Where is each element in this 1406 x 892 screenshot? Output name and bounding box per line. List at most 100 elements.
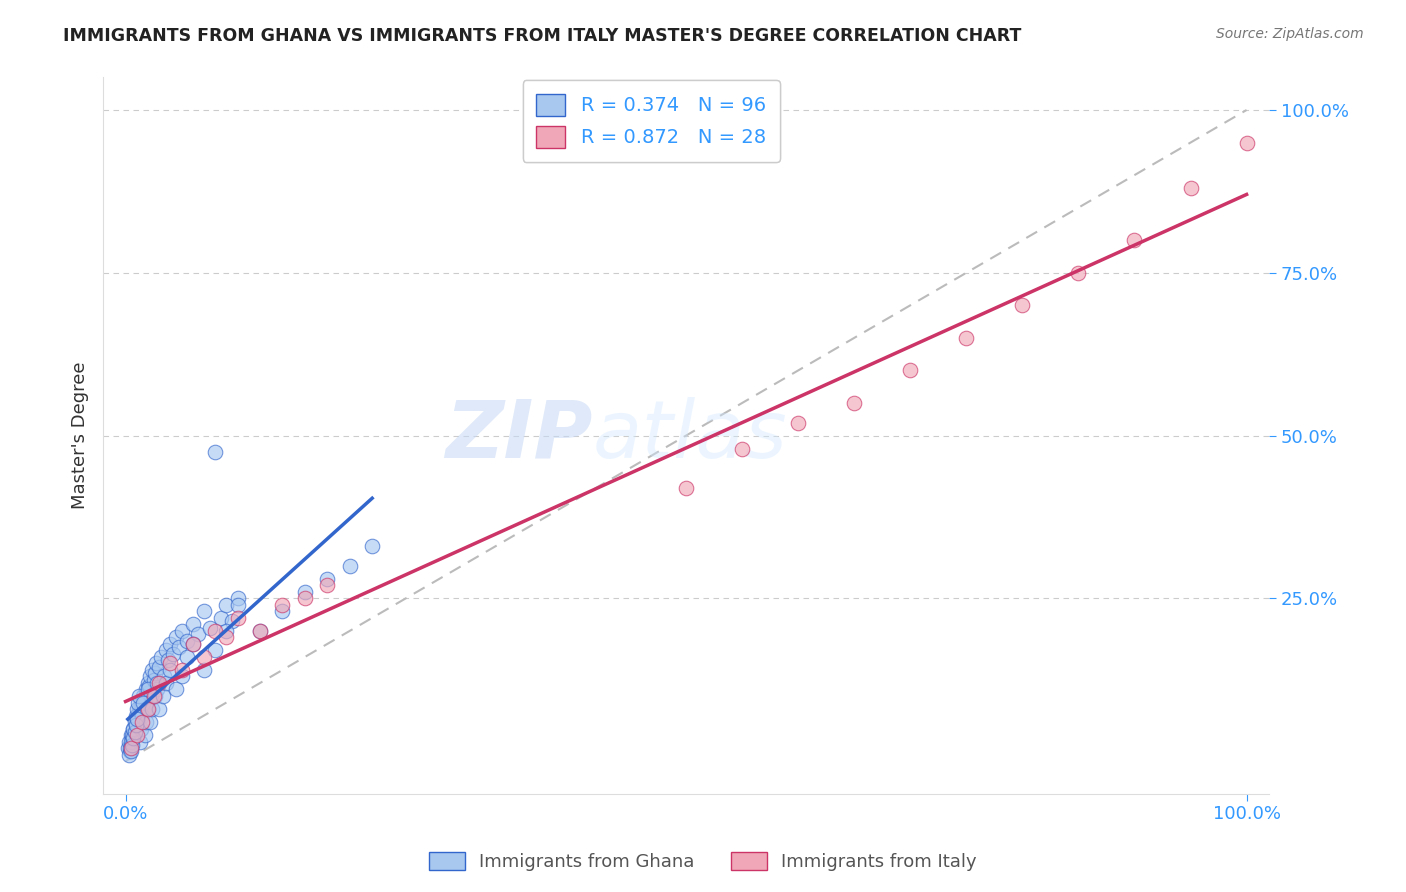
Point (118, 741, 141, 756)
Point (141, 702, 163, 716)
Point (148, 702, 170, 716)
Point (159, 637, 181, 651)
Point (146, 682, 169, 697)
Y-axis label: Master's Degree: Master's Degree (72, 362, 89, 509)
Point (787, 416, 810, 430)
Point (193, 604, 215, 618)
Point (249, 624, 271, 638)
Point (129, 722, 152, 736)
Point (226, 611, 249, 625)
Point (1067, 266, 1090, 280)
Point (294, 591, 316, 606)
Point (898, 363, 921, 377)
Point (181, 637, 204, 651)
Point (209, 611, 232, 625)
Point (162, 647, 184, 661)
Point (127, 712, 149, 726)
Point (339, 558, 361, 573)
Text: ZIP: ZIP (446, 397, 593, 475)
Point (125, 728, 148, 742)
Point (128, 689, 150, 703)
Point (226, 591, 249, 606)
Point (176, 633, 198, 648)
Point (135, 702, 157, 716)
Point (118, 734, 141, 748)
Point (170, 669, 193, 683)
Point (215, 631, 238, 645)
Point (731, 442, 754, 456)
Point (139, 714, 162, 729)
Point (1011, 298, 1033, 312)
Point (118, 744, 141, 758)
Point (170, 663, 193, 677)
Point (141, 663, 163, 677)
Point (249, 624, 271, 638)
Point (142, 673, 165, 687)
Point (148, 676, 170, 690)
Point (124, 718, 146, 732)
Point (129, 706, 152, 720)
Point (121, 738, 143, 752)
Point (181, 617, 204, 632)
Point (125, 708, 148, 723)
Point (152, 689, 174, 703)
Point (117, 741, 139, 756)
Point (121, 728, 143, 742)
Point (316, 572, 339, 586)
Point (844, 396, 866, 410)
Legend: R = 0.374   N = 96, R = 0.872   N = 28: R = 0.374 N = 96, R = 0.872 N = 28 (523, 80, 780, 161)
Point (124, 708, 146, 723)
Point (152, 669, 174, 683)
Point (131, 708, 153, 723)
Point (145, 657, 167, 671)
Point (127, 696, 149, 710)
Point (135, 686, 157, 700)
Point (215, 598, 238, 612)
Point (138, 679, 160, 693)
Point (193, 649, 215, 664)
Point (159, 657, 181, 671)
Point (120, 734, 142, 748)
Point (122, 722, 145, 736)
Point (148, 659, 170, 673)
Point (125, 702, 148, 716)
Point (120, 741, 142, 756)
Point (143, 666, 166, 681)
Point (122, 722, 145, 736)
Point (141, 689, 163, 703)
Point (143, 689, 166, 703)
Text: Source: ZipAtlas.com: Source: ZipAtlas.com (1216, 27, 1364, 41)
Point (121, 731, 143, 746)
Point (124, 714, 146, 729)
Point (125, 712, 148, 726)
Point (134, 728, 156, 742)
Point (198, 621, 221, 635)
Point (136, 676, 159, 690)
Point (675, 481, 697, 495)
Point (120, 744, 142, 758)
Point (129, 734, 152, 748)
Point (204, 624, 226, 638)
Point (165, 631, 187, 645)
Point (131, 698, 153, 713)
Point (120, 738, 142, 752)
Point (204, 643, 226, 657)
Point (204, 445, 226, 459)
Text: atlas: atlas (593, 397, 787, 475)
Point (181, 637, 204, 651)
Point (1123, 233, 1146, 247)
Point (132, 689, 155, 703)
Point (294, 584, 316, 599)
Point (125, 718, 148, 732)
Point (142, 689, 165, 703)
Text: IMMIGRANTS FROM GHANA VS IMMIGRANTS FROM ITALY MASTER'S DEGREE CORRELATION CHART: IMMIGRANTS FROM GHANA VS IMMIGRANTS FROM… (63, 27, 1022, 45)
Point (1180, 181, 1202, 195)
Point (132, 696, 155, 710)
Point (187, 627, 209, 641)
Point (215, 624, 238, 638)
Point (159, 663, 181, 677)
Point (155, 643, 177, 657)
Point (124, 724, 146, 739)
Point (135, 714, 157, 729)
Point (129, 696, 152, 710)
